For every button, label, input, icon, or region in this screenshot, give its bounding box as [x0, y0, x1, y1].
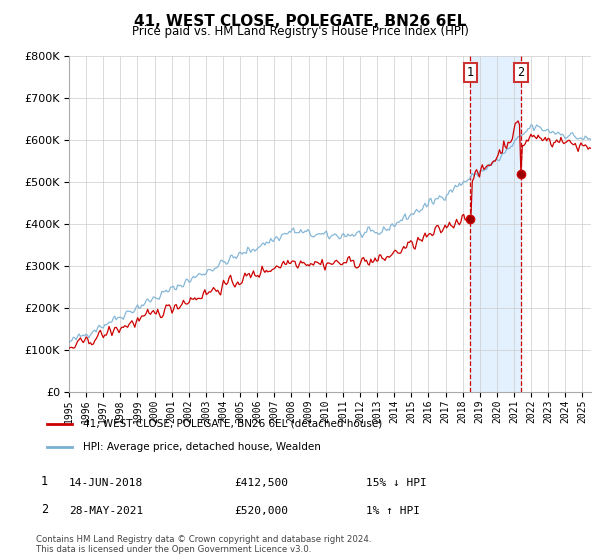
- Text: £412,500: £412,500: [234, 478, 288, 488]
- Text: 1: 1: [467, 66, 474, 79]
- Text: Price paid vs. HM Land Registry's House Price Index (HPI): Price paid vs. HM Land Registry's House …: [131, 25, 469, 38]
- Text: 1: 1: [41, 475, 48, 488]
- Text: 41, WEST CLOSE, POLEGATE, BN26 6EL (detached house): 41, WEST CLOSE, POLEGATE, BN26 6EL (deta…: [83, 419, 382, 429]
- Text: 2: 2: [41, 503, 48, 516]
- Text: 28-MAY-2021: 28-MAY-2021: [69, 506, 143, 516]
- Text: 2: 2: [517, 66, 524, 79]
- Text: HPI: Average price, detached house, Wealden: HPI: Average price, detached house, Weal…: [83, 442, 320, 452]
- Bar: [470, 56, 521, 392]
- Text: £520,000: £520,000: [234, 506, 288, 516]
- Text: Contains HM Land Registry data © Crown copyright and database right 2024.
This d: Contains HM Land Registry data © Crown c…: [36, 535, 371, 554]
- Text: 15% ↓ HPI: 15% ↓ HPI: [366, 478, 427, 488]
- Text: 41, WEST CLOSE, POLEGATE, BN26 6EL: 41, WEST CLOSE, POLEGATE, BN26 6EL: [134, 14, 466, 29]
- Text: 14-JUN-2018: 14-JUN-2018: [69, 478, 143, 488]
- Text: 1% ↑ HPI: 1% ↑ HPI: [366, 506, 420, 516]
